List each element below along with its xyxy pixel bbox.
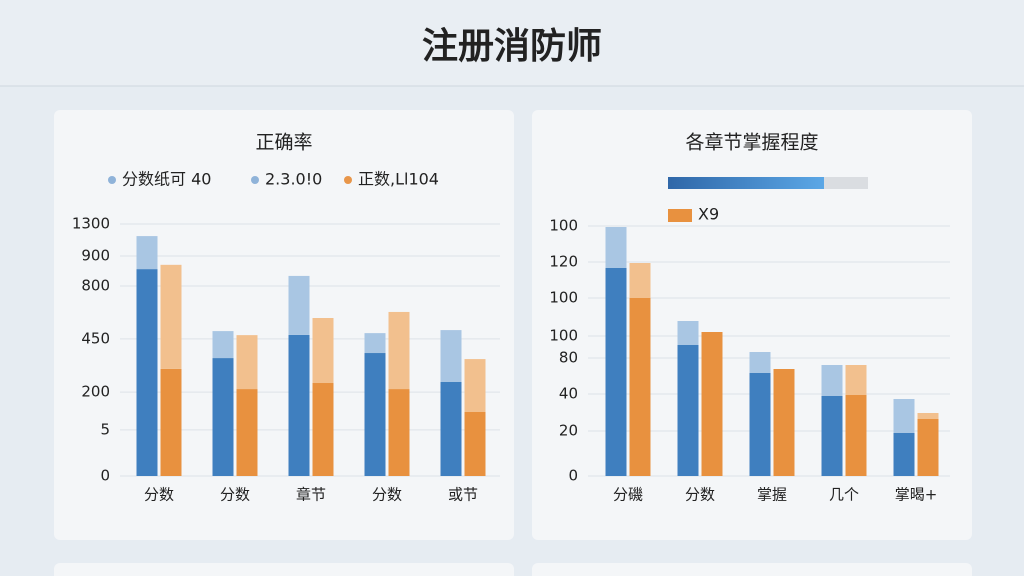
bar-segment [288,334,310,476]
bar-segment [821,365,843,396]
bar-segment [160,368,182,476]
bar-segment [236,335,258,390]
y-tick-label: 40 [559,385,578,403]
legend-swatch [668,209,692,222]
bar-segment [236,389,258,476]
page-title: 注册消防师 [422,26,602,67]
bar-segment [605,227,627,268]
bar-segment [893,433,915,476]
bar-segment [629,298,651,476]
bar-segment [845,365,867,395]
y-tick-label: 450 [81,329,110,347]
bar-segment [288,275,310,335]
y-tick-label: 100 [549,327,578,345]
legend-dot [108,176,116,184]
bar-segment [845,395,867,476]
bar-segment [440,330,462,383]
header-band [0,0,1024,86]
x-tick-label: 掌暍+ [895,486,938,504]
y-tick-label: 200 [81,383,110,401]
bar-segment [629,263,651,298]
bar-segment [212,331,234,359]
bar-segment [821,396,843,476]
x-tick-label: 或节 [448,486,478,504]
bar-segment [701,332,723,476]
y-tick-label: 0 [100,467,110,485]
bar-segment [440,382,462,476]
bar-segment [312,383,334,476]
y-tick-label: 80 [559,349,578,367]
x-tick-label: 分数 [372,486,402,504]
x-tick-label: 分数 [220,486,250,504]
bar-segment [464,411,486,476]
bar-segment [605,268,627,476]
bar-segment [464,359,486,412]
bar-segment [917,419,939,476]
y-tick-label: 20 [559,422,578,440]
y-tick-label: 120 [549,253,578,271]
x-tick-label: 章节 [296,486,326,504]
y-tick-label: 5 [100,420,110,438]
legend-label: 2.3.0!0 [265,170,322,189]
legend-label: X9 [698,205,719,224]
x-tick-label: 分磯 [613,486,643,504]
bar-segment [917,413,939,419]
legend-dot [251,176,259,184]
bar-segment [136,269,158,476]
legend-label: 正数,Ll104 [358,170,439,189]
y-tick-label: 100 [549,289,578,307]
legend-label: 分数纸可 40 [122,170,211,189]
bar-segment [364,353,386,476]
bar-segment [364,333,386,354]
y-tick-label: 0 [568,467,578,485]
y-tick-label: 900 [81,247,110,265]
x-tick-label: 掌握 [757,486,787,504]
progress-bar [668,177,824,189]
bar-segment [212,358,234,476]
y-tick-label: 100 [549,217,578,235]
bar-segment [677,345,699,476]
bar-segment [136,236,158,270]
x-tick-label: 分数 [685,486,715,504]
bar-segment [893,399,915,433]
bar-segment [749,373,771,476]
card [54,563,514,576]
bar-segment [749,352,771,373]
bar-segment [160,264,182,369]
bar-segment [388,311,410,390]
y-tick-label: 1300 [72,215,110,233]
chart-title: 正确率 [255,132,312,154]
legend-dot [344,176,352,184]
bar-segment [773,369,795,476]
x-tick-label: 分数 [144,486,174,504]
chart-title: 各章节掌握程度 [685,132,818,154]
bar-segment [677,321,699,345]
bar-segment [388,389,410,476]
bar-segment [312,317,334,384]
card [532,563,972,576]
y-tick-label: 800 [81,276,110,294]
x-tick-label: 几个 [829,486,859,504]
